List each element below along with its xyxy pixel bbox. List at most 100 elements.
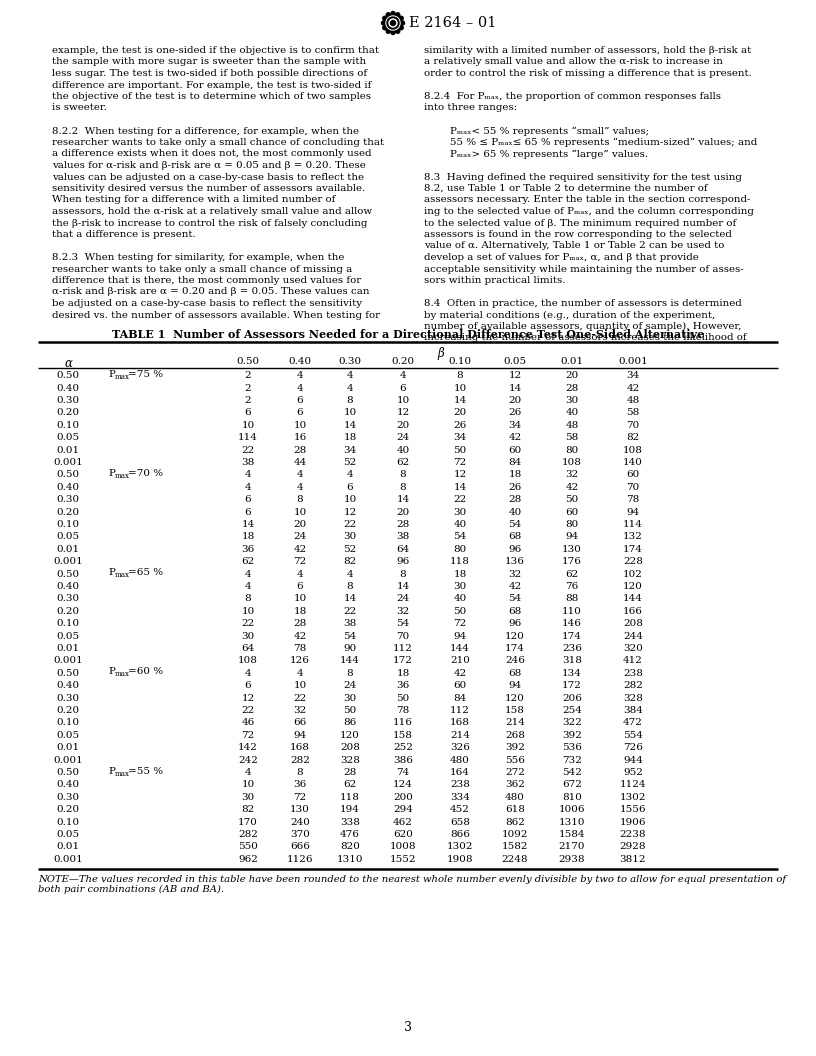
Text: 4: 4 — [400, 372, 406, 380]
Text: 4: 4 — [245, 483, 251, 492]
Text: 55 % ≤ Pₘₐₓ≤ 65 % represents “medium-sized” values; and: 55 % ≤ Pₘₐₓ≤ 65 % represents “medium-siz… — [424, 138, 757, 148]
Text: 0.10: 0.10 — [56, 817, 80, 827]
Text: sors within practical limits.: sors within practical limits. — [424, 276, 565, 285]
Text: order to control the risk of missing a difference that is present.: order to control the risk of missing a d… — [424, 69, 752, 78]
Text: 134: 134 — [562, 668, 582, 678]
Text: 12: 12 — [508, 372, 521, 380]
Text: 48: 48 — [565, 420, 579, 430]
Text: 108: 108 — [623, 446, 643, 454]
Circle shape — [383, 25, 387, 30]
Text: =70 %: =70 % — [128, 469, 163, 478]
Text: number of available assessors, quantity of sample). However,: number of available assessors, quantity … — [424, 322, 742, 332]
Text: 2: 2 — [245, 372, 251, 380]
Text: P: P — [108, 767, 115, 775]
Text: 242: 242 — [238, 756, 258, 765]
Text: 0.10: 0.10 — [56, 619, 80, 628]
Text: 20: 20 — [294, 520, 307, 529]
Text: 556: 556 — [505, 756, 525, 765]
Text: the objective of the test is to determine which of two samples: the objective of the test is to determin… — [52, 92, 371, 101]
Text: 8: 8 — [400, 569, 406, 579]
Text: P: P — [108, 469, 115, 478]
Text: increasing the number of assessors increases the likelihood of: increasing the number of assessors incre… — [424, 334, 747, 342]
Text: is sweeter.: is sweeter. — [52, 103, 107, 113]
Text: 30: 30 — [242, 793, 255, 802]
Text: 54: 54 — [397, 619, 410, 628]
Text: 14: 14 — [242, 520, 255, 529]
Text: 4: 4 — [245, 668, 251, 678]
Text: 4: 4 — [347, 470, 353, 479]
Text: 0.01: 0.01 — [56, 843, 80, 851]
Text: 10: 10 — [397, 396, 410, 406]
Text: 672: 672 — [562, 780, 582, 790]
Text: 462: 462 — [393, 817, 413, 827]
Text: β: β — [437, 347, 444, 360]
Text: 10: 10 — [294, 595, 307, 603]
Text: 144: 144 — [340, 657, 360, 665]
Text: 1302: 1302 — [446, 843, 473, 851]
Text: 0.50: 0.50 — [56, 470, 80, 479]
Text: 282: 282 — [623, 681, 643, 691]
Text: researcher wants to take only a small chance of missing a: researcher wants to take only a small ch… — [52, 264, 353, 274]
Text: 26: 26 — [508, 409, 521, 417]
Text: 50: 50 — [397, 694, 410, 702]
Text: 60: 60 — [508, 446, 521, 454]
Text: 554: 554 — [623, 731, 643, 740]
Text: develop a set of values for Pₘₐₓ, α, and β that provide: develop a set of values for Pₘₐₓ, α, and… — [424, 253, 698, 262]
Text: 64: 64 — [242, 644, 255, 653]
Text: 0.001: 0.001 — [53, 458, 83, 467]
Text: 252: 252 — [393, 743, 413, 752]
Text: be adjusted on a case-by-case basis to reflect the sensitivity: be adjusted on a case-by-case basis to r… — [52, 299, 362, 308]
Text: 328: 328 — [340, 756, 360, 765]
Text: 30: 30 — [344, 694, 357, 702]
Circle shape — [396, 30, 400, 33]
Text: that a difference is present.: that a difference is present. — [52, 230, 196, 239]
Text: 2238: 2238 — [619, 830, 646, 840]
Text: 62: 62 — [242, 558, 255, 566]
Text: 4: 4 — [297, 372, 304, 380]
Text: 0.20: 0.20 — [392, 357, 415, 366]
Text: a difference exists when it does not, the most commonly used: a difference exists when it does not, th… — [52, 150, 371, 158]
Text: 732: 732 — [562, 756, 582, 765]
Text: 10: 10 — [454, 383, 467, 393]
Text: 130: 130 — [290, 805, 310, 814]
Text: 80: 80 — [565, 446, 579, 454]
Text: 118: 118 — [340, 793, 360, 802]
Text: 66: 66 — [294, 718, 307, 728]
Text: Pₘₐₓ< 55 % represents “small” values;: Pₘₐₓ< 55 % represents “small” values; — [424, 127, 649, 136]
Text: 20: 20 — [397, 420, 410, 430]
Text: 16: 16 — [294, 433, 307, 442]
Text: 158: 158 — [505, 706, 525, 715]
Text: 0.05: 0.05 — [56, 830, 80, 840]
Text: 18: 18 — [344, 433, 357, 442]
Text: 8.3  Having defined the required sensitivity for the test using: 8.3 Having defined the required sensitiv… — [424, 172, 742, 182]
Text: 0.20: 0.20 — [56, 409, 80, 417]
Text: 14: 14 — [397, 495, 410, 504]
Text: 82: 82 — [344, 558, 357, 566]
Text: 84: 84 — [454, 694, 467, 702]
Text: 174: 174 — [562, 631, 582, 641]
Text: 8.2.2  When testing for a difference, for example, when the: 8.2.2 When testing for a difference, for… — [52, 127, 359, 135]
Text: into three ranges:: into three ranges: — [424, 103, 517, 113]
Text: 214: 214 — [450, 731, 470, 740]
Text: 4: 4 — [297, 383, 304, 393]
Circle shape — [391, 20, 396, 25]
Text: 112: 112 — [393, 644, 413, 653]
Text: 32: 32 — [508, 569, 521, 579]
Text: 0.01: 0.01 — [56, 545, 80, 553]
Text: 12: 12 — [344, 508, 357, 516]
Text: =75 %: =75 % — [128, 370, 163, 379]
Text: 94: 94 — [565, 532, 579, 542]
Text: 40: 40 — [454, 520, 467, 529]
Text: 392: 392 — [562, 731, 582, 740]
Text: 22: 22 — [344, 520, 357, 529]
Text: 168: 168 — [450, 718, 470, 728]
Text: 54: 54 — [508, 520, 521, 529]
Text: 22: 22 — [344, 607, 357, 616]
Text: 820: 820 — [340, 843, 360, 851]
Text: 170: 170 — [238, 817, 258, 827]
Text: 4: 4 — [347, 569, 353, 579]
Text: 536: 536 — [562, 743, 582, 752]
Circle shape — [382, 21, 385, 25]
Text: 68: 68 — [508, 607, 521, 616]
Text: 8: 8 — [245, 595, 251, 603]
